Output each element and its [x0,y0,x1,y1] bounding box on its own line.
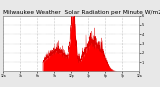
Text: Milwaukee Weather  Solar Radiation per Minute W/m2 (Last 24 Hours): Milwaukee Weather Solar Radiation per Mi… [3,10,160,15]
